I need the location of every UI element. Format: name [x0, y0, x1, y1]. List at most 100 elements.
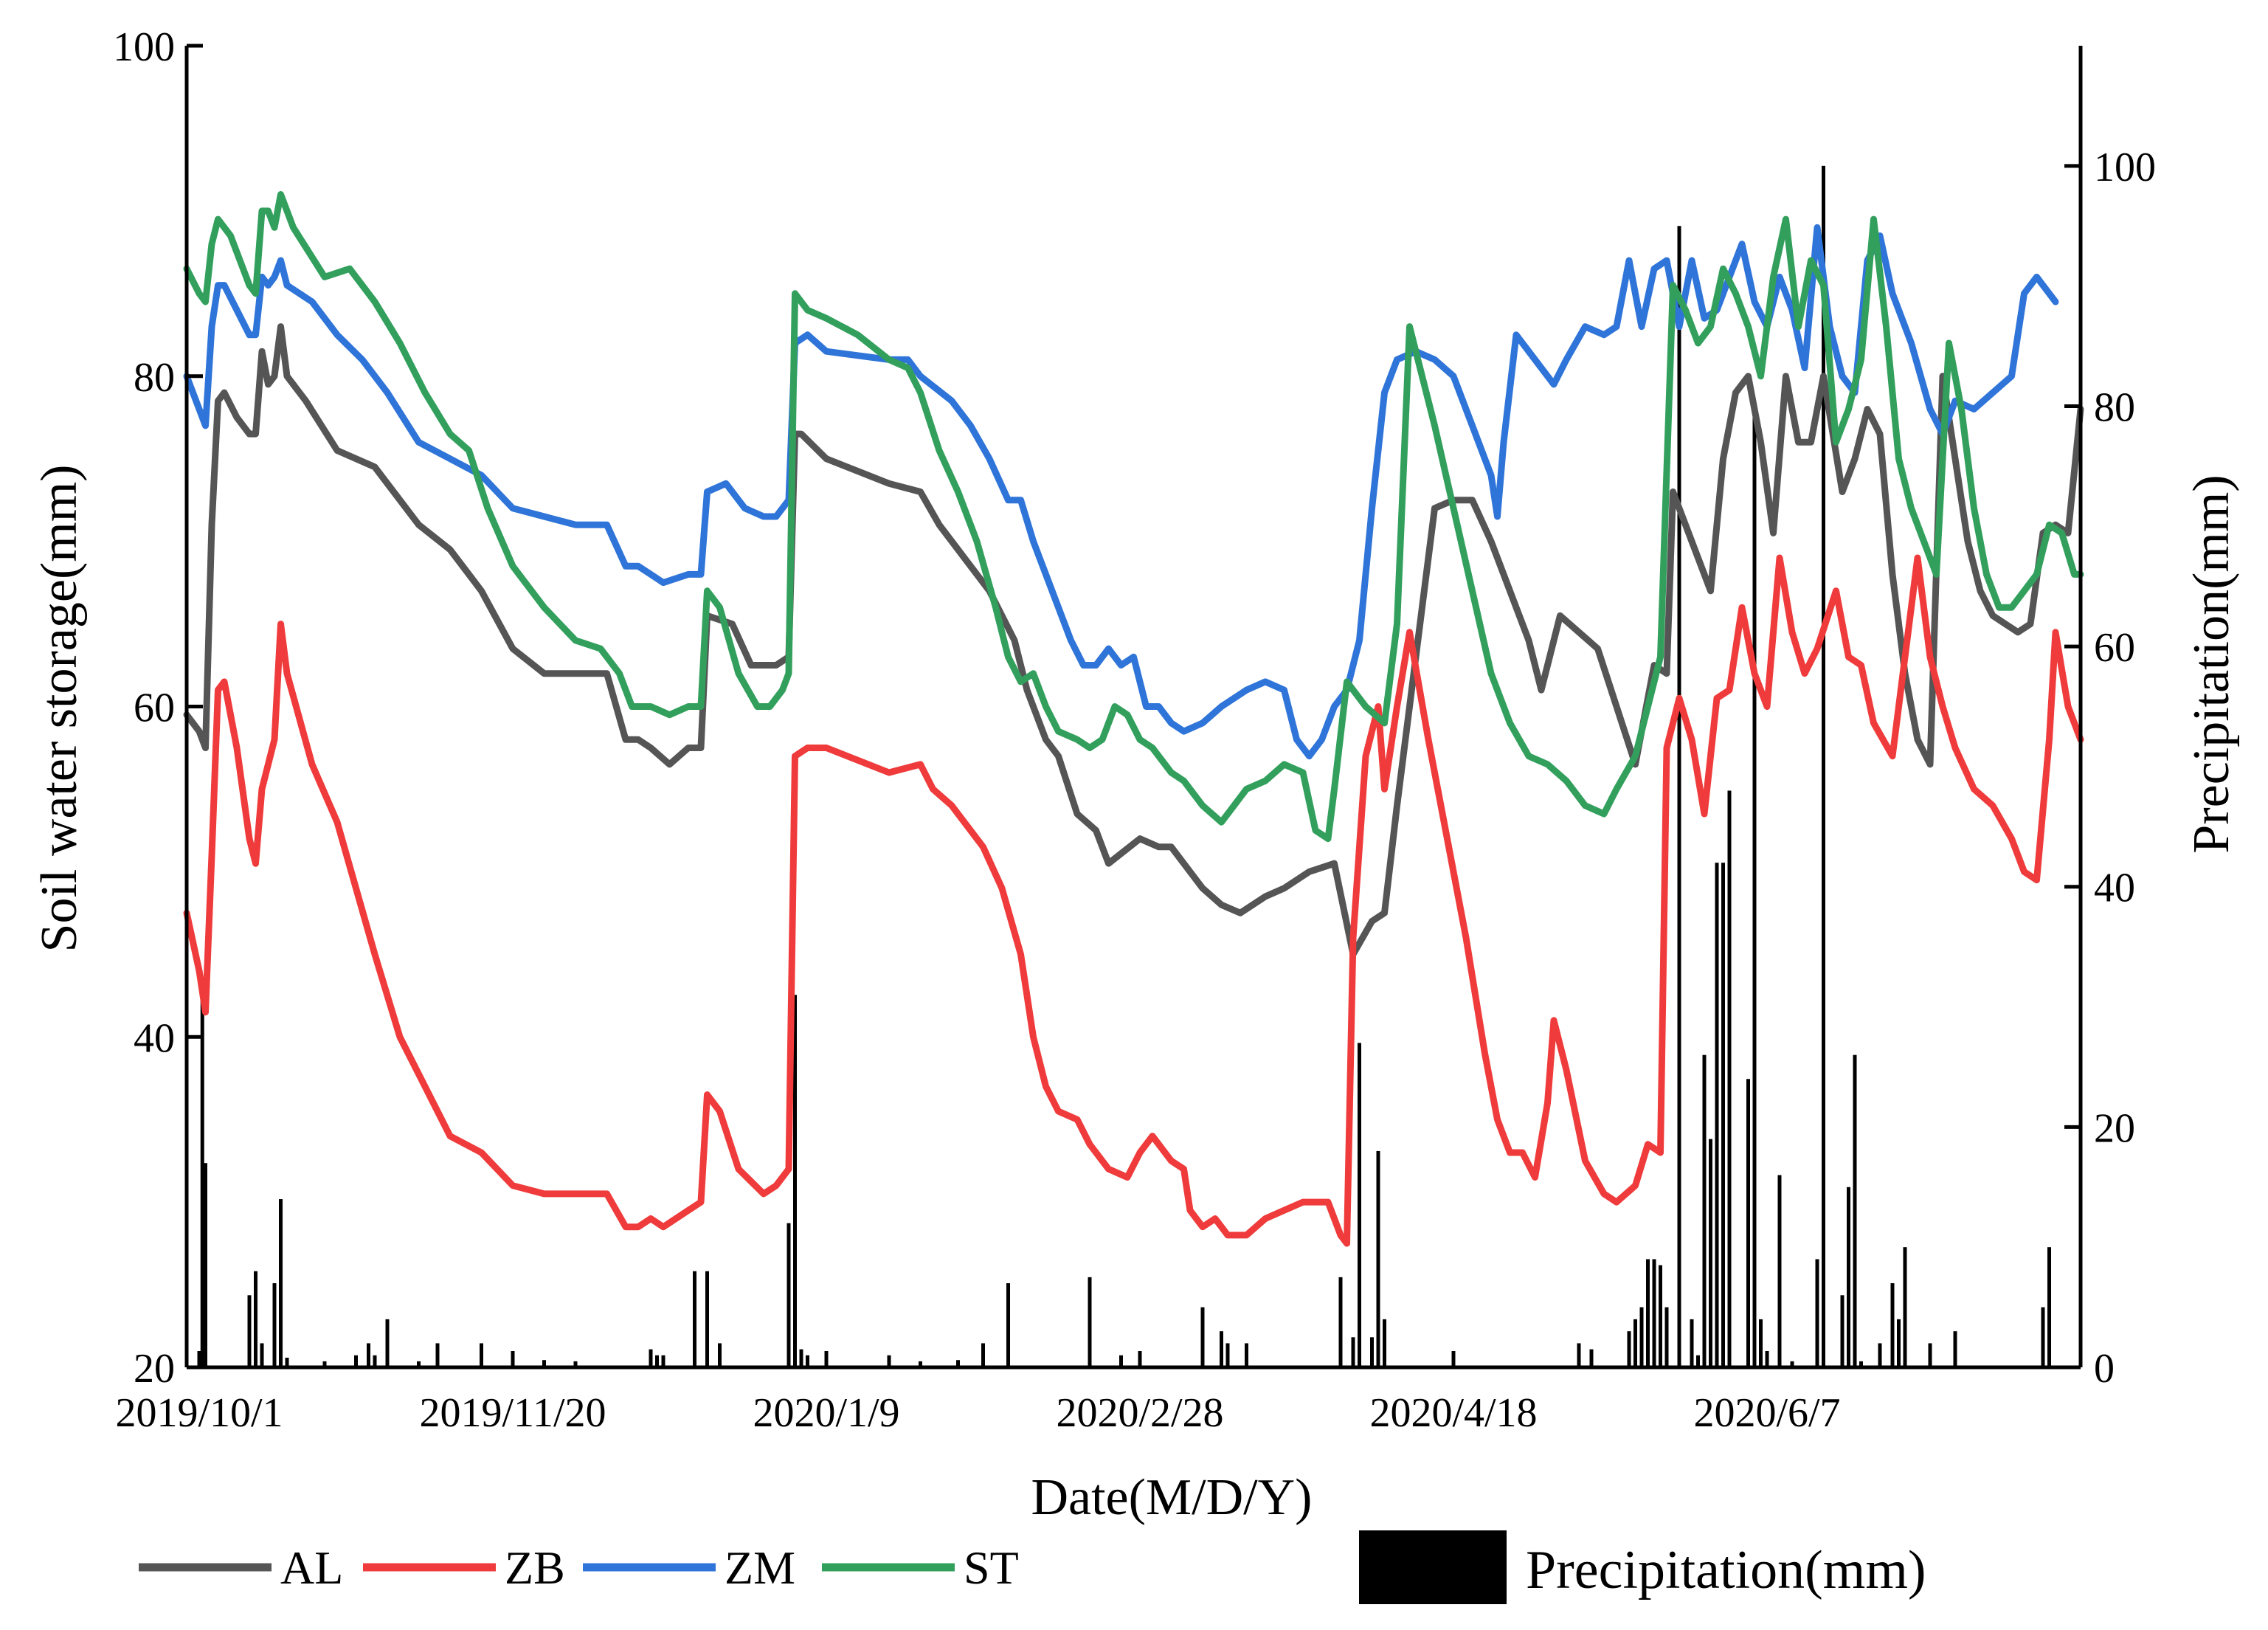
precip-bar-33: [1006, 1283, 1010, 1367]
precip-bar-71: [1840, 1295, 1845, 1367]
precip-bar-70: [1822, 165, 1825, 1368]
precip-bar-69: [1815, 1259, 1819, 1367]
precip-bar-28: [806, 1355, 809, 1367]
y-right-tick-label-0: 0: [2094, 1346, 2115, 1392]
precip-bar-27: [799, 1349, 803, 1367]
precip-bar-8: [322, 1361, 327, 1367]
precip-bar-19: [649, 1349, 653, 1367]
precip-bar-73: [1853, 1054, 1857, 1367]
precip-bar-67: [1777, 1175, 1782, 1367]
precip-bar-14: [435, 1343, 440, 1367]
x-axis-title: Date(M/D/Y): [1031, 1469, 1312, 1526]
precip-bar-6: [279, 1199, 283, 1367]
precip-bar-23: [705, 1271, 709, 1367]
precip-bar-43: [1358, 1043, 1361, 1367]
precip-bar-20: [655, 1355, 659, 1367]
legend: AL ZB ZM ST Precipitation(mm): [139, 1530, 1926, 1604]
precip-bar-40: [1245, 1343, 1248, 1367]
precip-bar-41: [1338, 1277, 1343, 1367]
precipitation-bars: [200, 165, 2051, 1368]
precip-bar-35: [1119, 1355, 1123, 1367]
y-right-tick-label-40: 40: [2094, 866, 2135, 911]
y-left-tick-label-100: 100: [113, 24, 175, 70]
precip-bar-80: [1953, 1331, 1957, 1367]
precip-bar-26: [793, 995, 797, 1367]
x-tick-label-0: 2019/10/1: [115, 1390, 283, 1436]
precip-bar-7: [285, 1357, 289, 1367]
y-right-tick-label-20: 20: [2094, 1105, 2135, 1151]
precip-bar-4: [260, 1343, 264, 1367]
precip-bar-32: [981, 1343, 985, 1367]
precip-bar-1: [204, 1163, 207, 1367]
x-tick-label-3: 2020/2/28: [1056, 1390, 1223, 1436]
x-tick-label-1: 2019/11/20: [419, 1390, 606, 1436]
x-tick-label-4: 2020/4/18: [1369, 1390, 1537, 1436]
precip-bar-15: [480, 1343, 483, 1367]
precip-bar-77: [1897, 1319, 1901, 1367]
precip-bar-64: [1746, 1079, 1750, 1367]
precip-bar-52: [1646, 1259, 1650, 1367]
legend-label-zm: ZM: [725, 1541, 795, 1594]
precip-bar-21: [661, 1355, 665, 1367]
precip-bar-75: [1878, 1343, 1882, 1367]
precip-bar-53: [1652, 1259, 1656, 1367]
precip-bar-76: [1890, 1283, 1895, 1367]
legend-label-zb: ZB: [505, 1541, 565, 1594]
precip-bar-54: [1659, 1265, 1662, 1367]
precip-bar-10: [367, 1343, 370, 1367]
precip-bar-78: [1903, 1247, 1907, 1367]
precip-bar-65: [1752, 406, 1757, 1367]
x-tick-label-5: 2020/6/7: [1693, 1390, 1840, 1436]
precip-bar-79: [1928, 1343, 1932, 1367]
series-line-zm: [183, 224, 2059, 760]
precip-bar-62: [1721, 863, 1725, 1367]
precip-bar-42: [1351, 1337, 1355, 1367]
precip-bar-24: [718, 1343, 722, 1367]
precip-bar-48: [1589, 1349, 1594, 1367]
precip-bar-66: [1759, 1319, 1763, 1367]
precip-bar-30: [919, 1361, 922, 1367]
y-left-tick-label-80: 80: [134, 355, 175, 401]
legend-label-al: AL: [280, 1541, 343, 1594]
precip-bar-11: [373, 1355, 377, 1367]
precip-bar-13: [417, 1361, 421, 1367]
precip-bar-18: [573, 1361, 578, 1367]
y-left-axis-title: Soil water storage(mm): [31, 465, 88, 953]
series-line-al: [183, 323, 2084, 958]
precip-bar-57: [1690, 1319, 1694, 1367]
y-right-tick-label-80: 80: [2094, 384, 2135, 430]
precip-bar-72: [1847, 1187, 1850, 1367]
series-line-zb: [183, 554, 2084, 1247]
y-left-tick-label-60: 60: [134, 686, 175, 731]
y-left-tick-label-40: 40: [134, 1015, 175, 1061]
precip-bar-31: [956, 1360, 960, 1367]
legend-label-st: ST: [964, 1541, 1019, 1594]
precip-bar-46: [1383, 1319, 1386, 1367]
precip-bar-5: [272, 1283, 277, 1367]
precip-bar-81: [2041, 1307, 2045, 1367]
precip-bar-82: [2047, 1247, 2051, 1367]
series-lines: [183, 191, 2084, 1247]
precip-bar-0: [200, 982, 204, 1367]
precip-bar-22: [693, 1271, 696, 1367]
y-left-tick-label-20: 20: [134, 1346, 175, 1392]
precip-bar-38: [1220, 1331, 1223, 1367]
precip-bar-61: [1715, 863, 1719, 1367]
precip-bar-2: [247, 1295, 252, 1367]
y-right-tick-label-100: 100: [2094, 145, 2156, 190]
precip-bar-29: [887, 1355, 891, 1367]
precip-bar-50: [1633, 1319, 1637, 1367]
legend-label-precipitation: Precipitation(mm): [1526, 1540, 1926, 1600]
y-right-axis-title: Precipitation(mm): [2183, 474, 2240, 853]
precip-bar-49: [1627, 1331, 1631, 1367]
precip-bar-55: [1664, 1307, 1669, 1367]
x-tick-label-2: 2020/1/9: [753, 1390, 899, 1436]
precip-bar-63: [1727, 790, 1732, 1367]
precip-bar-9: [354, 1355, 358, 1367]
precip-bar-60: [1709, 1139, 1712, 1367]
precip-bar-45: [1376, 1150, 1380, 1367]
ticks: 20 40 60 80 100 0 20 40 60 80 100 2019/10/1 2019/11/…: [113, 24, 2156, 1436]
precip-bar-56: [1677, 226, 1681, 1367]
precip-bar-59: [1702, 1054, 1707, 1367]
